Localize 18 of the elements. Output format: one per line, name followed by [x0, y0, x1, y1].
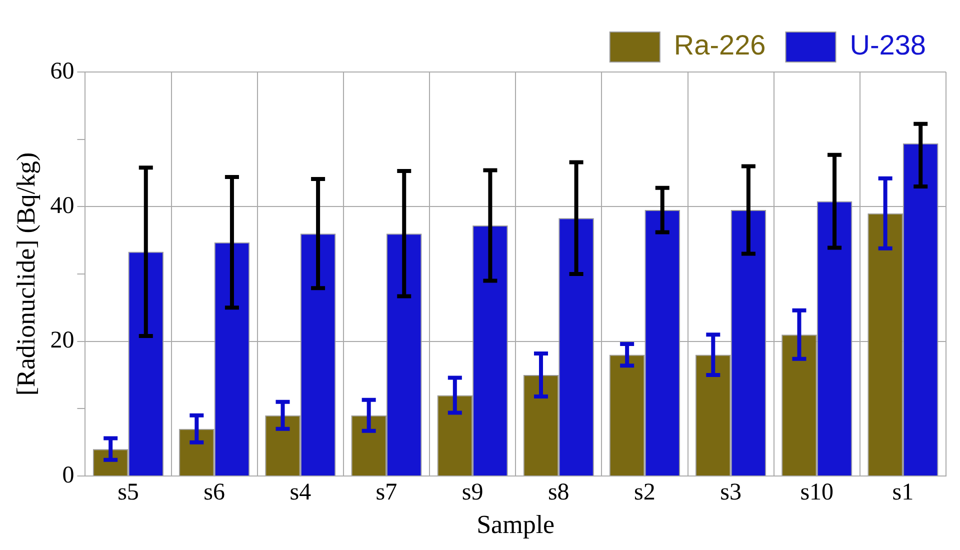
x-tick-label: s1 [892, 480, 914, 506]
x-axis-title: Sample [476, 510, 555, 540]
legend-label: Ra-226 [674, 30, 766, 61]
y-tick-label: 60 [50, 58, 74, 84]
x-tick-label: s3 [720, 480, 742, 506]
x-tick-label: s9 [462, 480, 484, 506]
x-tick-label: s10 [800, 480, 834, 506]
y-tick-label: 40 [50, 192, 74, 219]
y-tick-label: 0 [62, 462, 74, 488]
x-tick-label: s4 [290, 480, 312, 506]
y-tick-label: 20 [50, 328, 74, 354]
x-tick-label: s8 [548, 480, 570, 506]
legend-label: U-238 [850, 30, 926, 61]
x-tick-label: s7 [376, 480, 398, 506]
x-tick-label: s2 [634, 480, 656, 506]
x-tick-label: s6 [204, 480, 225, 506]
y-axis-title: [Radionuclide] (Bq/kg) [11, 152, 40, 396]
x-tick-label: s5 [118, 480, 139, 506]
